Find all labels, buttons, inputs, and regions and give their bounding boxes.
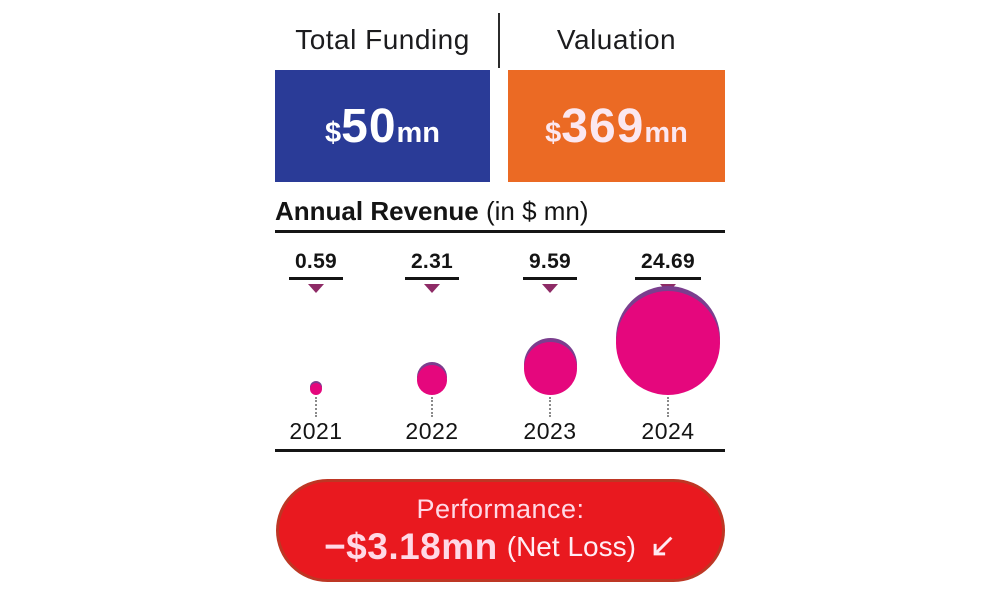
total-funding-heading: Total Funding	[295, 24, 470, 55]
net-loss-amount: −$3.18mn	[324, 525, 498, 567]
value-label: 9.59	[522, 250, 578, 280]
value-label: 24.69	[634, 250, 702, 280]
year-label: 2021	[289, 418, 343, 444]
performance-label: Performance:	[416, 493, 585, 524]
chart-column-2023: 9.59 2023	[490, 250, 610, 450]
revenue-bubble	[417, 365, 447, 395]
pointer-triangle-icon	[424, 284, 440, 293]
top-separator-line	[275, 230, 725, 233]
funding-unit: mn	[396, 116, 441, 149]
currency-symbol: $	[545, 116, 562, 149]
annual-revenue-unit-note: (in $ mn)	[485, 196, 589, 226]
revenue-bubble	[616, 291, 720, 395]
dotted-connector	[431, 397, 433, 417]
total-funding-value: $50mn	[325, 99, 440, 154]
header-divider	[498, 13, 500, 68]
total-funding-card: $50mn	[275, 70, 490, 182]
annual-revenue-title-unit	[479, 196, 486, 226]
down-left-arrow-icon	[647, 532, 677, 562]
net-loss-note: (Net Loss)	[506, 530, 636, 562]
year-label: 2023	[523, 418, 577, 444]
valuation-value: $369mn	[545, 99, 688, 154]
annual-revenue-title-main: Annual Revenue	[275, 196, 479, 226]
chart-column-2021: 0.59 2021	[256, 250, 376, 450]
performance-pill: Performance: −$3.18mn (Net Loss)	[276, 479, 725, 582]
valuation-unit: mn	[644, 116, 688, 149]
value-label: 2.31	[404, 250, 460, 280]
annual-revenue-title: Annual Revenue (in $ mn)	[275, 196, 589, 227]
value-label: 0.59	[288, 250, 344, 280]
year-label: 2022	[405, 418, 459, 444]
funding-amount: 50	[341, 99, 397, 153]
valuation-card: $369mn	[508, 70, 725, 182]
pointer-triangle-icon	[542, 284, 558, 293]
currency-symbol: $	[324, 116, 342, 149]
chart-column-2022: 2.31 2022	[372, 250, 492, 450]
bottom-separator-line	[275, 449, 725, 452]
chart-column-2024: 24.69 2024	[608, 250, 728, 450]
pointer-triangle-icon	[308, 284, 324, 293]
valuation-amount: 369	[561, 99, 645, 153]
dotted-connector	[315, 397, 317, 417]
year-label: 2024	[641, 418, 695, 444]
revenue-bubble	[310, 383, 322, 395]
dotted-connector	[667, 397, 669, 417]
dotted-connector	[549, 397, 551, 417]
valuation-heading: Valuation	[556, 24, 677, 55]
performance-detail: −$3.18mn (Net Loss)	[324, 526, 677, 568]
revenue-bubble	[524, 342, 577, 395]
